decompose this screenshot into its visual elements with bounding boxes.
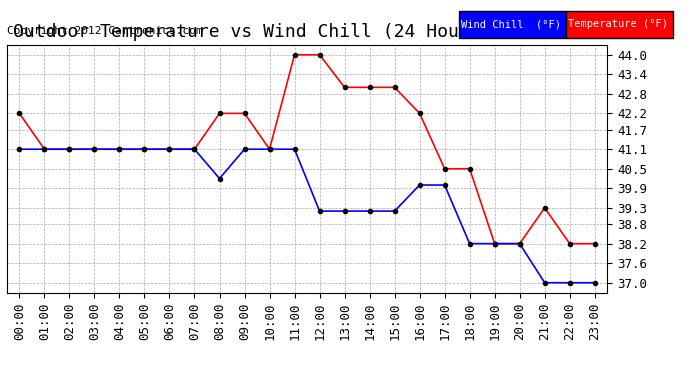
Text: Temperature (°F): Temperature (°F) <box>568 20 668 29</box>
Title: Outdoor Temperature vs Wind Chill (24 Hours)  20121108: Outdoor Temperature vs Wind Chill (24 Ho… <box>13 22 601 40</box>
Text: Copyright 2012 Cartronics.com: Copyright 2012 Cartronics.com <box>7 26 203 36</box>
Text: Wind Chill  (°F): Wind Chill (°F) <box>461 20 561 29</box>
